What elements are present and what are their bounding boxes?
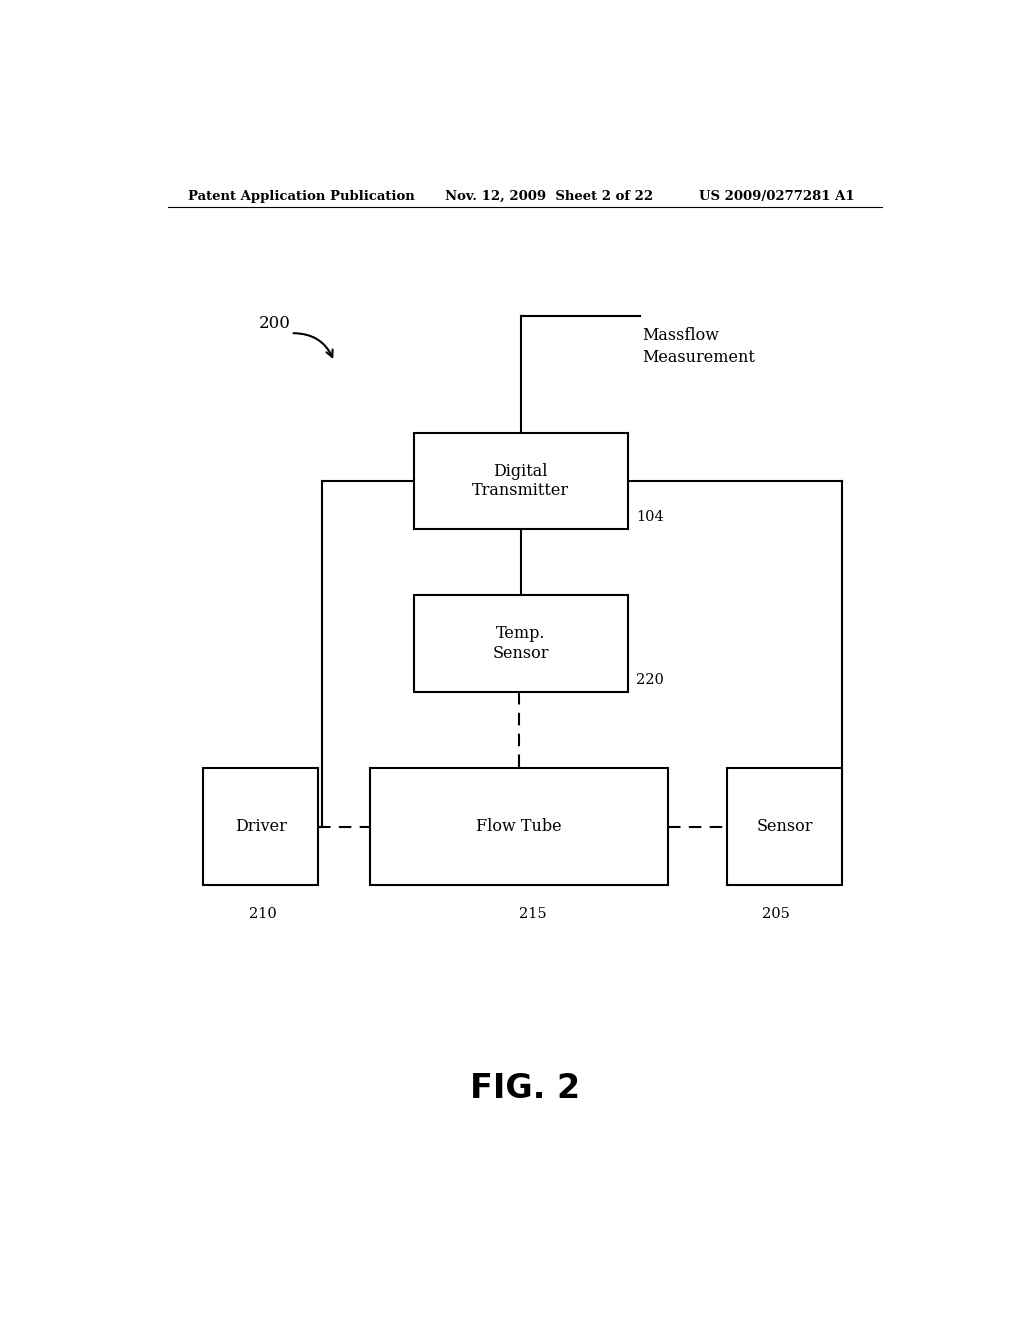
Text: Flow Tube: Flow Tube [476,818,561,836]
Text: 200: 200 [259,314,291,331]
Text: FIG. 2: FIG. 2 [470,1072,580,1105]
Bar [414,595,628,692]
Text: Temp.
Sensor: Temp. Sensor [493,626,549,663]
Text: Patent Application Publication: Patent Application Publication [187,190,415,202]
Bar [414,433,628,529]
Text: Sensor: Sensor [757,818,813,836]
Text: Massflow
Measurement: Massflow Measurement [642,327,755,366]
FancyArrowPatch shape [294,333,333,356]
Bar [727,768,842,886]
Text: Driver: Driver [234,818,287,836]
Text: Nov. 12, 2009  Sheet 2 of 22: Nov. 12, 2009 Sheet 2 of 22 [445,190,653,202]
Bar [204,768,318,886]
Bar [370,768,668,886]
Text: 104: 104 [636,511,664,524]
Text: Digital
Transmitter: Digital Transmitter [472,463,569,499]
Text: 215: 215 [519,907,547,921]
Text: 205: 205 [762,907,790,921]
Text: US 2009/0277281 A1: US 2009/0277281 A1 [699,190,855,202]
Text: 220: 220 [636,673,664,686]
Text: 210: 210 [250,907,278,921]
